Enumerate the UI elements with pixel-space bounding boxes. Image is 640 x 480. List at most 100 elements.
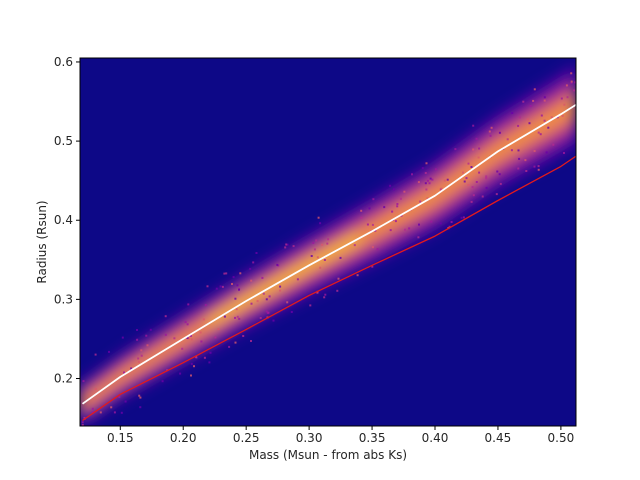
noise-point xyxy=(496,170,499,173)
noise-point xyxy=(462,171,464,174)
noise-point xyxy=(471,186,474,189)
noise-point xyxy=(518,157,521,160)
noise-point xyxy=(498,173,501,176)
noise-point xyxy=(371,246,374,249)
noise-point xyxy=(399,197,402,200)
series-lines xyxy=(81,103,576,422)
noise-point xyxy=(372,198,375,201)
noise-point xyxy=(425,188,428,191)
noise-point xyxy=(286,301,289,304)
noise-point xyxy=(81,421,84,424)
noise-point xyxy=(149,328,152,331)
noise-point xyxy=(228,345,231,348)
noise-point xyxy=(284,246,287,249)
noise-point xyxy=(223,272,226,275)
noise-point xyxy=(475,181,478,183)
mean-relation-line xyxy=(81,103,576,405)
noise-point xyxy=(85,444,87,446)
noise-point xyxy=(391,210,394,213)
noise-point xyxy=(86,432,88,434)
noise-point xyxy=(537,168,540,171)
noise-point xyxy=(118,396,121,398)
noise-point xyxy=(262,292,265,295)
noise-point xyxy=(443,179,446,182)
noise-point xyxy=(193,365,195,368)
plot-frame xyxy=(79,57,577,427)
noise-point xyxy=(310,255,313,257)
noise-point xyxy=(124,400,127,403)
noise-point xyxy=(454,148,457,151)
noise-point xyxy=(139,406,142,409)
noise-point xyxy=(389,184,392,187)
noise-point xyxy=(140,349,143,352)
noise-point xyxy=(108,350,110,353)
noise-point xyxy=(396,205,399,208)
noise-point xyxy=(234,341,237,344)
noise-point xyxy=(552,143,555,146)
noise-point xyxy=(472,124,475,127)
noise-point xyxy=(137,360,140,363)
noise-point xyxy=(259,317,262,319)
noise-point xyxy=(488,130,491,133)
noise-point xyxy=(431,178,434,181)
y-tick-label: 0.3 xyxy=(54,292,73,306)
noise-point xyxy=(190,362,193,365)
noise-point xyxy=(232,276,235,279)
noise-point xyxy=(217,328,220,331)
noise-point xyxy=(231,283,233,285)
noise-point xyxy=(371,265,374,268)
noise-point xyxy=(120,411,123,414)
y-axis-label: Radius (Rsun) xyxy=(35,200,49,283)
noise-point xyxy=(526,118,529,121)
x-tick-label: 0.40 xyxy=(422,431,449,445)
noise-point xyxy=(336,289,339,292)
noise-point xyxy=(265,310,268,313)
noise-point xyxy=(199,331,202,334)
noise-point xyxy=(326,242,329,245)
noise-point xyxy=(517,124,520,127)
noise-point xyxy=(236,315,239,318)
noise-point xyxy=(81,438,83,440)
noise-point xyxy=(563,152,565,154)
noise-point xyxy=(238,288,240,291)
noise-point xyxy=(83,416,86,419)
noise-point xyxy=(537,165,540,168)
noise-point xyxy=(570,80,573,83)
x-tick-label: 0.25 xyxy=(233,431,260,445)
noise-point xyxy=(91,407,94,410)
noise-point xyxy=(545,151,548,154)
noise-point xyxy=(94,388,97,390)
noise-point xyxy=(214,336,217,339)
noise-point xyxy=(309,304,312,307)
noise-point xyxy=(312,241,315,244)
noise-point xyxy=(250,279,253,282)
noise-point xyxy=(394,220,397,223)
noise-point xyxy=(418,223,420,226)
noise-point xyxy=(489,134,492,137)
noise-point xyxy=(136,338,139,341)
noise-point xyxy=(250,302,253,305)
noise-point xyxy=(467,162,470,165)
noise-point xyxy=(522,100,525,103)
noise-point xyxy=(550,116,553,119)
noise-point xyxy=(428,182,431,185)
noise-point xyxy=(518,116,521,119)
noise-point xyxy=(327,238,330,241)
noise-point xyxy=(446,178,449,181)
y-axis-ticks: 0.2 0.3 0.4 0.5 0.6 xyxy=(54,55,80,386)
noise-point xyxy=(547,126,550,129)
noise-point xyxy=(419,200,422,203)
noise-point xyxy=(570,72,573,75)
noise-point xyxy=(511,112,514,114)
noise-point xyxy=(540,114,543,117)
noise-point xyxy=(186,337,189,339)
noise-point xyxy=(146,344,149,347)
noise-point xyxy=(272,319,275,322)
noise-point xyxy=(91,411,94,414)
noise-point xyxy=(316,256,319,259)
x-tick-label: 0.30 xyxy=(296,431,323,445)
noise-point xyxy=(209,351,212,354)
noise-point xyxy=(164,333,167,336)
noise-point xyxy=(296,278,299,281)
